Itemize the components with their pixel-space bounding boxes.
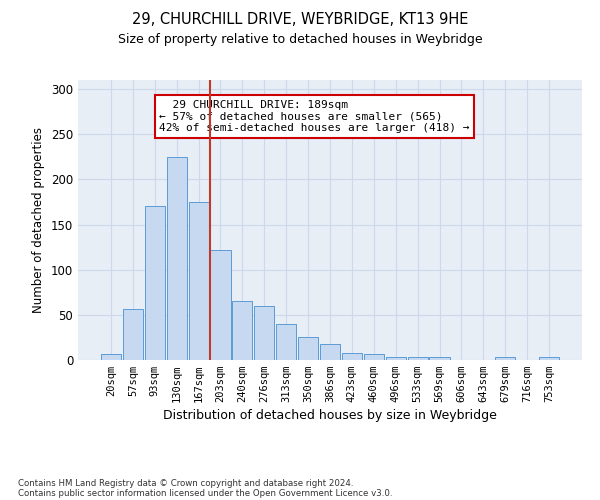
Text: Contains public sector information licensed under the Open Government Licence v3: Contains public sector information licen… (18, 488, 392, 498)
Text: Size of property relative to detached houses in Weybridge: Size of property relative to detached ho… (118, 32, 482, 46)
Bar (298, 338, 318, 360)
Bar (145, 206, 165, 360)
Text: 29 CHURCHILL DRIVE: 189sqm  
← 57% of detached houses are smaller (565)
42% of s: 29 CHURCHILL DRIVE: 189sqm ← 57% of deta… (159, 100, 470, 133)
Bar (167, 157, 187, 360)
Bar (386, 358, 406, 360)
Bar (430, 358, 449, 360)
Bar (254, 306, 274, 360)
Bar (232, 302, 253, 360)
Bar (188, 202, 209, 360)
Bar (539, 358, 559, 360)
Bar (123, 308, 143, 360)
Bar (211, 250, 230, 360)
Text: 29, CHURCHILL DRIVE, WEYBRIDGE, KT13 9HE: 29, CHURCHILL DRIVE, WEYBRIDGE, KT13 9HE (132, 12, 468, 28)
Bar (320, 344, 340, 360)
X-axis label: Distribution of detached houses by size in Weybridge: Distribution of detached houses by size … (163, 410, 497, 422)
Bar (495, 358, 515, 360)
Bar (101, 354, 121, 360)
Bar (364, 354, 384, 360)
Bar (342, 353, 362, 360)
Bar (407, 358, 428, 360)
Text: Contains HM Land Registry data © Crown copyright and database right 2024.: Contains HM Land Registry data © Crown c… (18, 478, 353, 488)
Bar (276, 324, 296, 360)
Y-axis label: Number of detached properties: Number of detached properties (32, 127, 46, 313)
